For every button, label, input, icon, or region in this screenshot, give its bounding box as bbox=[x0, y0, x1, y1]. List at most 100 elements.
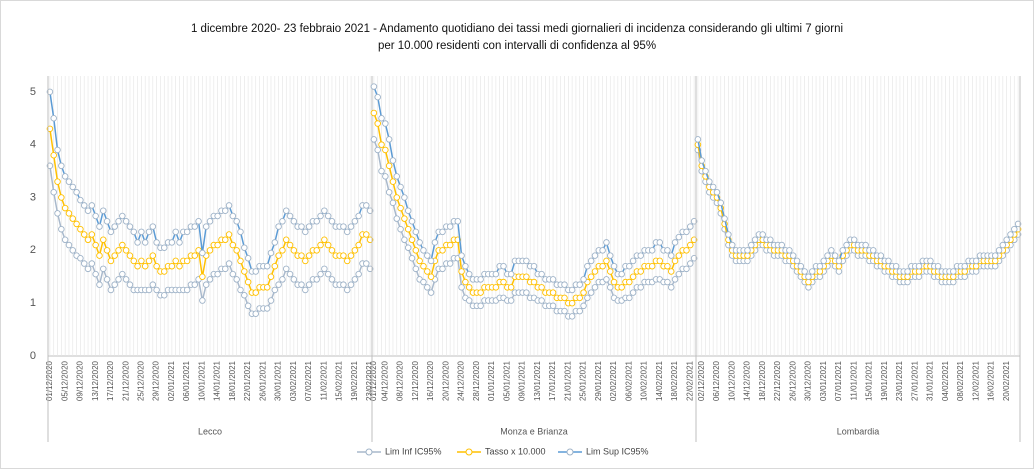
data-point bbox=[778, 241, 786, 249]
data-point bbox=[629, 257, 637, 265]
data-point bbox=[244, 255, 252, 262]
data-point bbox=[549, 276, 557, 283]
data-point bbox=[103, 276, 111, 283]
data-point bbox=[412, 247, 420, 254]
data-point bbox=[389, 199, 397, 207]
data-point bbox=[568, 286, 576, 294]
data-point bbox=[73, 188, 80, 196]
data-point bbox=[77, 225, 84, 233]
data-point bbox=[241, 244, 248, 251]
data-point bbox=[424, 252, 431, 259]
data-point bbox=[119, 212, 126, 220]
data-point bbox=[237, 286, 244, 294]
data-point bbox=[298, 252, 305, 259]
data-point bbox=[366, 207, 374, 214]
x-tick-label: 22/12/2020 bbox=[773, 360, 782, 401]
data-point bbox=[305, 252, 313, 259]
grid bbox=[49, 76, 1019, 356]
x-tick-label: 29/01/2021 bbox=[594, 360, 603, 401]
data-point bbox=[324, 270, 332, 278]
data-point bbox=[244, 302, 252, 310]
x-tick-label: 18/12/2020 bbox=[758, 360, 767, 401]
data-point bbox=[424, 284, 431, 291]
data-point bbox=[279, 247, 286, 254]
data-point bbox=[446, 241, 454, 249]
data-point bbox=[84, 265, 92, 273]
data-point bbox=[111, 223, 118, 230]
data-point bbox=[176, 239, 183, 246]
data-point bbox=[618, 270, 625, 278]
data-point bbox=[225, 231, 233, 238]
data-point bbox=[599, 247, 606, 254]
data-point bbox=[275, 223, 282, 230]
data-point bbox=[412, 265, 420, 273]
x-tick-label: 01/01/2021 bbox=[487, 360, 496, 401]
data-point bbox=[725, 231, 732, 238]
data-point bbox=[950, 273, 957, 281]
data-point bbox=[446, 223, 454, 230]
x-tick-label: 25/01/2021 bbox=[579, 360, 588, 401]
data-point bbox=[126, 223, 134, 230]
data-point bbox=[347, 223, 355, 230]
data-point bbox=[427, 273, 435, 281]
data-point bbox=[191, 223, 199, 230]
data-point bbox=[904, 268, 911, 275]
data-point bbox=[991, 252, 999, 259]
x-tick-label: 10/12/2020 bbox=[727, 360, 736, 401]
data-point bbox=[401, 215, 408, 222]
x-tick-label: 02/12/2020 bbox=[697, 360, 706, 401]
data-point bbox=[606, 252, 614, 259]
data-point bbox=[168, 262, 176, 270]
x-tick-label: 14/02/2021 bbox=[655, 360, 664, 401]
data-point bbox=[100, 265, 107, 273]
data-point bbox=[149, 281, 157, 288]
data-point bbox=[328, 247, 336, 254]
data-point bbox=[275, 252, 282, 259]
data-point bbox=[538, 284, 545, 291]
data-point bbox=[439, 228, 446, 236]
data-point bbox=[290, 247, 298, 254]
data-point bbox=[576, 294, 583, 302]
data-point bbox=[637, 284, 644, 291]
legend-label: Tasso x 10.000 bbox=[485, 446, 546, 456]
data-point bbox=[507, 284, 515, 291]
x-tick-label: 05/12/2020 bbox=[60, 360, 69, 401]
data-point bbox=[603, 239, 610, 246]
data-point bbox=[141, 239, 149, 246]
data-point bbox=[279, 276, 286, 283]
data-point bbox=[202, 281, 210, 288]
data-point bbox=[214, 241, 221, 249]
data-point bbox=[77, 255, 84, 262]
data-point bbox=[111, 281, 118, 288]
data-point bbox=[671, 276, 679, 283]
data-point bbox=[50, 188, 57, 196]
data-point bbox=[713, 188, 721, 196]
x-tick-label: 09/01/2021 bbox=[518, 360, 527, 401]
data-point bbox=[610, 262, 618, 270]
data-point bbox=[267, 297, 275, 304]
x-tick-label: 06/12/2020 bbox=[712, 360, 721, 401]
data-point bbox=[404, 244, 412, 251]
data-point bbox=[416, 257, 423, 265]
x-tick-label: 10/01/2021 bbox=[197, 360, 206, 401]
data-point bbox=[523, 273, 530, 281]
data-point bbox=[950, 268, 957, 275]
data-point bbox=[313, 276, 320, 283]
data-point bbox=[103, 247, 111, 254]
data-point bbox=[191, 252, 199, 259]
data-point bbox=[500, 262, 507, 270]
data-point bbox=[46, 88, 54, 96]
data-point bbox=[355, 270, 362, 278]
data-point bbox=[54, 146, 61, 154]
data-point bbox=[343, 286, 351, 294]
data-point bbox=[145, 228, 153, 236]
data-point bbox=[321, 236, 328, 244]
data-point bbox=[88, 231, 96, 238]
data-point bbox=[119, 241, 126, 249]
data-point bbox=[869, 247, 877, 254]
data-point bbox=[302, 286, 309, 294]
data-point bbox=[465, 297, 473, 304]
data-point bbox=[46, 125, 54, 133]
x-tick-label: 02/02/2021 bbox=[609, 360, 618, 401]
data-point bbox=[408, 255, 416, 262]
